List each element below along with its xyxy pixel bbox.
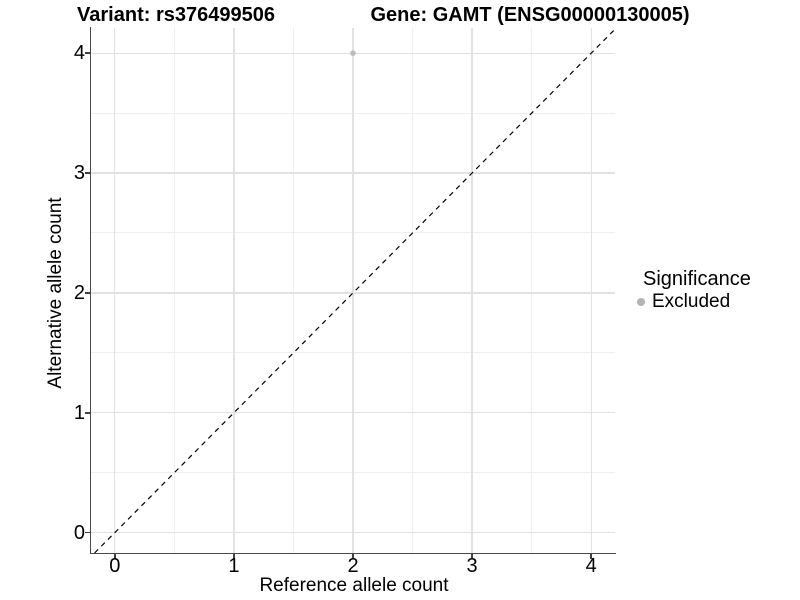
x-tick-label: 0 (109, 555, 121, 577)
major-gridline-h (91, 292, 615, 294)
x-axis-title: Reference allele count (259, 575, 449, 596)
minor-gridline-v (292, 28, 294, 553)
major-gridline-v (352, 28, 354, 553)
identity-reference-line (94, 28, 616, 554)
x-axis-line (89, 552, 616, 554)
major-gridline-v (114, 28, 116, 553)
y-tick-label: 2 (73, 281, 85, 304)
y-tick-mark (85, 292, 90, 294)
major-gridline-h (91, 172, 615, 174)
major-gridline-h (91, 531, 615, 534)
y-tick-mark (85, 531, 90, 534)
legend-item-label: Excluded (652, 291, 731, 312)
minor-gridline-v (531, 28, 533, 553)
x-tick-mark (352, 554, 354, 559)
x-tick-label: 2 (347, 555, 359, 577)
x-tick-mark (471, 554, 473, 559)
legend: Significance Excluded (630, 268, 751, 312)
x-tick-label: 4 (585, 555, 597, 577)
minor-gridline-v (173, 28, 175, 553)
major-gridline-v (471, 28, 473, 553)
data-point (350, 50, 356, 56)
x-tick-label: 3 (466, 555, 478, 577)
plot-panel (91, 28, 616, 554)
legend-items: Excluded (630, 292, 751, 312)
y-tick-label: 3 (73, 162, 85, 185)
y-tick-label: 4 (73, 42, 85, 65)
y-axis-line (89, 27, 92, 554)
y-tick-label: 0 (73, 521, 85, 544)
legend-key (630, 298, 652, 306)
legend-item: Excluded (630, 292, 751, 312)
y-tick-mark (85, 172, 90, 174)
legend-title: Significance (643, 268, 751, 290)
x-tick-mark (114, 554, 116, 559)
plot-canvas (94, 28, 616, 554)
y-tick-label: 1 (73, 401, 85, 424)
x-tick-mark (590, 554, 592, 559)
minor-gridline-v (412, 28, 414, 553)
x-tick-mark (233, 554, 235, 559)
legend-point-icon (637, 298, 645, 306)
x-tick-label: 1 (228, 555, 240, 577)
y-tick-mark (85, 412, 90, 414)
major-gridline-v (233, 28, 235, 553)
major-gridline-h (91, 412, 615, 414)
y-tick-mark (85, 52, 90, 54)
major-gridline-v (590, 28, 592, 553)
variant-title: Variant: rs376499506 (77, 4, 275, 26)
gene-title: Gene: GAMT (ENSG00000130005) (370, 4, 690, 26)
